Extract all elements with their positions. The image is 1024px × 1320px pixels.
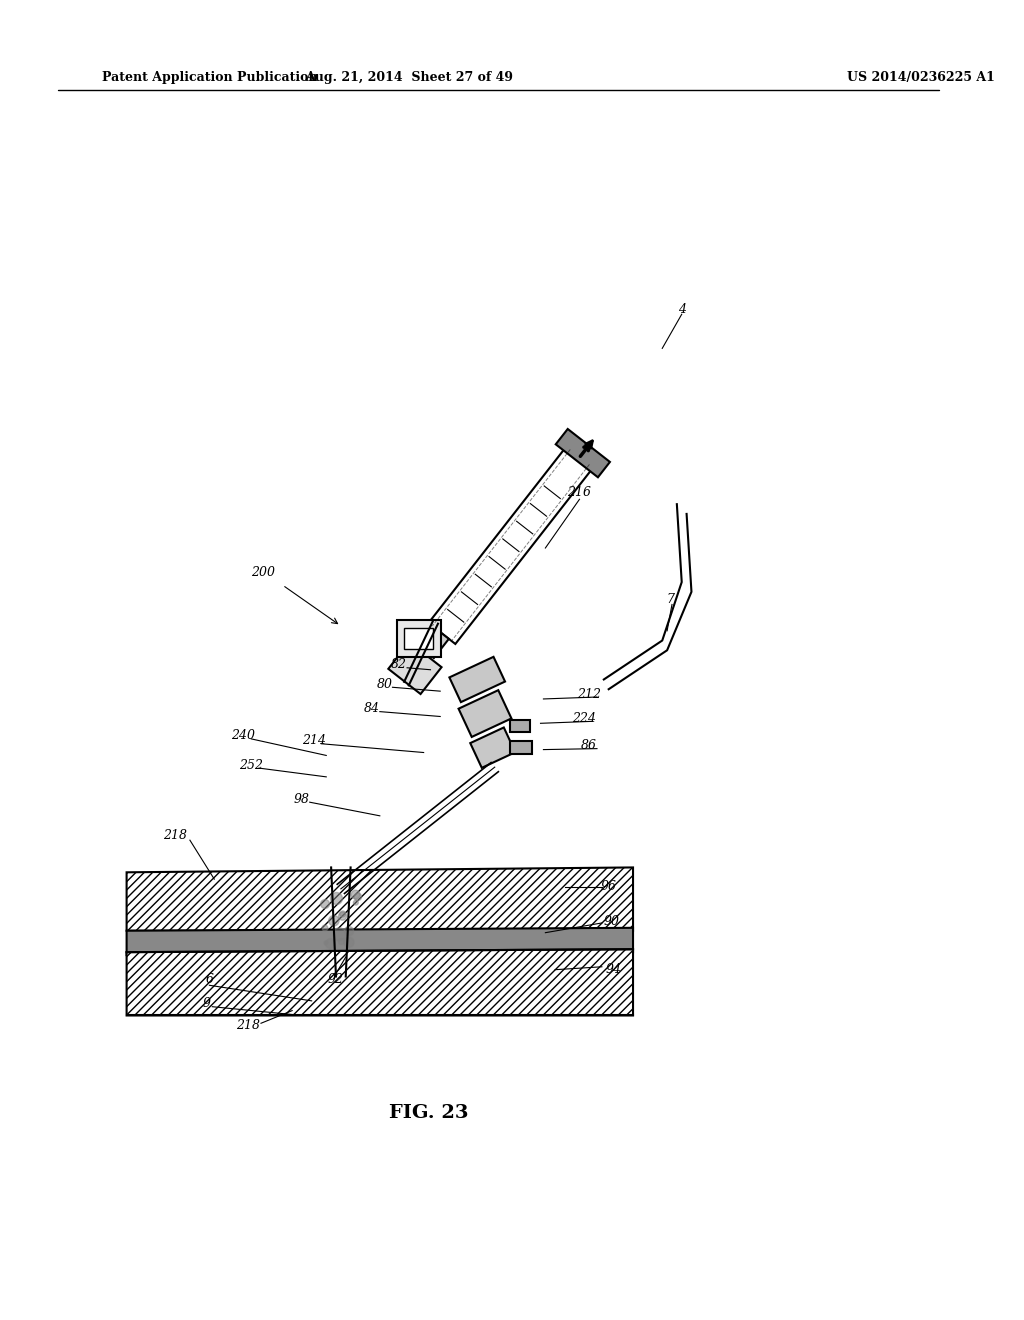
Text: 92: 92: [328, 973, 344, 986]
Text: 218: 218: [237, 1019, 260, 1032]
Circle shape: [338, 939, 344, 944]
Text: 218: 218: [163, 829, 187, 842]
Text: 216: 216: [567, 486, 592, 499]
Circle shape: [339, 912, 347, 920]
Circle shape: [351, 890, 360, 899]
Text: 4: 4: [678, 302, 686, 315]
Circle shape: [340, 911, 346, 917]
Polygon shape: [397, 620, 440, 657]
Text: Patent Application Publication: Patent Application Publication: [102, 71, 317, 84]
Circle shape: [353, 900, 358, 906]
Polygon shape: [420, 628, 449, 659]
Polygon shape: [127, 867, 633, 931]
Polygon shape: [388, 642, 441, 694]
Polygon shape: [556, 429, 610, 478]
Polygon shape: [459, 690, 511, 737]
Text: 86: 86: [582, 739, 597, 752]
Text: 214: 214: [302, 734, 326, 747]
Polygon shape: [470, 727, 515, 768]
Circle shape: [333, 928, 346, 941]
Text: 9: 9: [203, 998, 211, 1010]
Text: 94: 94: [605, 964, 622, 977]
Polygon shape: [404, 628, 433, 649]
Text: 212: 212: [578, 688, 601, 701]
Polygon shape: [510, 721, 529, 733]
Circle shape: [326, 939, 335, 949]
Text: 80: 80: [377, 678, 392, 690]
Text: 6: 6: [206, 973, 213, 986]
Circle shape: [321, 899, 330, 908]
Polygon shape: [450, 657, 505, 702]
Text: 90: 90: [603, 915, 620, 928]
Text: US 2014/0236225 A1: US 2014/0236225 A1: [847, 71, 995, 84]
Text: 240: 240: [231, 730, 255, 742]
Text: 96: 96: [601, 880, 616, 894]
Text: 84: 84: [364, 702, 380, 715]
Circle shape: [324, 941, 328, 945]
Circle shape: [344, 927, 353, 936]
Text: 200: 200: [251, 566, 275, 579]
Circle shape: [354, 894, 361, 900]
Text: 7: 7: [666, 593, 674, 606]
Circle shape: [344, 937, 354, 948]
Text: 98: 98: [294, 793, 310, 805]
Circle shape: [331, 892, 342, 904]
Text: 82: 82: [391, 659, 408, 672]
Text: 224: 224: [572, 711, 596, 725]
Circle shape: [329, 916, 339, 925]
Text: 252: 252: [240, 759, 263, 772]
Polygon shape: [510, 741, 531, 755]
Polygon shape: [127, 949, 633, 1015]
Circle shape: [322, 925, 328, 931]
Text: FIG. 23: FIG. 23: [389, 1104, 468, 1122]
Text: Aug. 21, 2014  Sheet 27 of 49: Aug. 21, 2014 Sheet 27 of 49: [305, 71, 513, 84]
Polygon shape: [127, 928, 633, 956]
